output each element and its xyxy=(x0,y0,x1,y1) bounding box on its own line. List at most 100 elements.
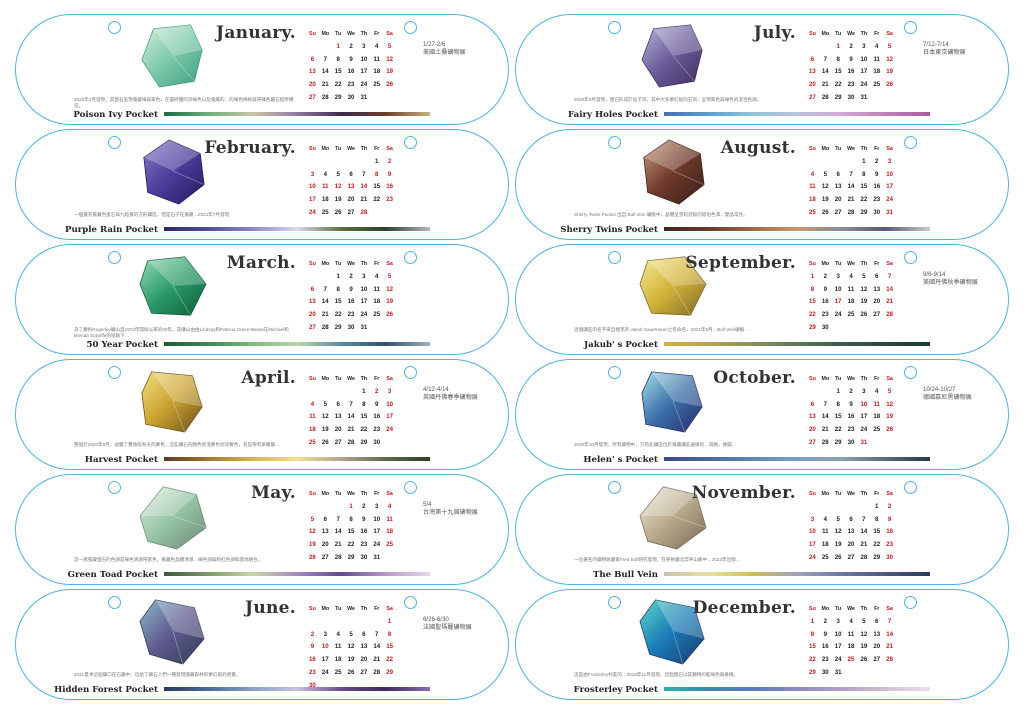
day-cell: 8 xyxy=(362,400,366,408)
day-cell: 16 xyxy=(386,183,393,191)
day-cell: 28 xyxy=(821,438,829,446)
day-cell: 30 xyxy=(360,553,368,561)
day-cell: 28 xyxy=(886,656,893,664)
day-cell: 4 xyxy=(849,617,853,625)
week-row: 4 5 6 7 8 9 10 xyxy=(306,399,396,412)
day-cell: 24 xyxy=(886,196,893,204)
pocket-name: The Bull Vein xyxy=(593,570,658,580)
day-cell: 23 xyxy=(360,541,368,549)
day-cell: 22 xyxy=(834,81,842,89)
day-cell: 27 xyxy=(347,208,355,216)
week-row: 8 9 10 11 12 13 14 xyxy=(806,629,896,642)
day-cell: 3 xyxy=(836,617,840,625)
month-card: August. Sherry Twins Pocket 出自 Bull Vein … xyxy=(515,129,1009,240)
day-cell xyxy=(319,616,332,629)
calendar-grid: Su Mo Tu We Th Fr Sa 1 2 3 4 5 6 7 8 9 10 11 12 13 14 15 16 17 1… xyxy=(306,488,396,565)
day-cell: 21 xyxy=(821,81,829,89)
day-cell xyxy=(306,616,319,629)
pocket-description: 2020年2月發現，其螢石呈現蒐藏綠與紫色，在最終鹽的深綠色以及蒐藏的…的綠色條… xyxy=(74,97,294,108)
day-cell: 8 xyxy=(349,515,353,523)
weekday-label: Su xyxy=(809,146,816,152)
pocket-name: 50 Year Pocket xyxy=(86,340,158,350)
day-cell: 12 xyxy=(821,183,829,191)
day-cell xyxy=(806,386,819,399)
color-gradient-bar xyxy=(164,572,430,576)
week-row: 18 19 20 21 22 23 24 xyxy=(806,194,896,207)
day-cell: 26 xyxy=(386,81,393,89)
day-cell xyxy=(306,41,319,54)
weekday-header-row: Su Mo Tu We Th Fr Sa xyxy=(806,488,896,501)
day-cell: 24 xyxy=(373,541,381,549)
day-cell: 27 xyxy=(309,323,316,331)
weekday-label: Sa xyxy=(386,146,393,152)
pocket-name: Green Toad Pocket xyxy=(67,570,158,580)
weekday-label: Tu xyxy=(835,491,842,497)
day-cell: 21 xyxy=(360,196,368,204)
day-cell: 4 xyxy=(823,515,827,523)
day-cell: 30 xyxy=(886,553,893,561)
day-cell: 14 xyxy=(886,630,893,638)
day-cell: 14 xyxy=(821,68,829,76)
day-cell xyxy=(319,271,332,284)
day-cell: 19 xyxy=(834,541,842,549)
day-cell: 27 xyxy=(360,668,368,676)
day-cell: 11 xyxy=(873,55,880,63)
day-cell: 21 xyxy=(886,643,893,651)
day-cell xyxy=(857,501,870,514)
day-cell: 3 xyxy=(362,272,366,280)
day-cell xyxy=(383,552,396,565)
weekday-label: Fr xyxy=(874,606,880,612)
weekday-label: Tu xyxy=(335,491,342,497)
weekday-label: We xyxy=(847,491,855,497)
day-cell: 30 xyxy=(373,438,381,446)
day-cell: 2 xyxy=(849,42,853,50)
day-cell: 21 xyxy=(334,541,342,549)
day-cell: 1 xyxy=(810,617,815,625)
day-cell: 3 xyxy=(862,42,866,50)
day-cell: 30 xyxy=(347,93,355,101)
day-cell: 7 xyxy=(887,617,892,625)
day-cell xyxy=(370,92,383,105)
day-cell: 16 xyxy=(347,68,355,76)
day-cell: 2 xyxy=(310,630,315,638)
day-cell: 19 xyxy=(386,298,393,306)
week-row: 17 18 19 20 21 22 23 xyxy=(306,194,396,207)
week-row: 6 7 8 9 10 11 12 xyxy=(806,399,896,412)
weekday-header-row: Su Mo Tu We Th Fr Sa xyxy=(306,28,396,41)
week-row: 22 23 24 25 26 27 28 xyxy=(806,654,896,667)
day-cell: 9 xyxy=(849,400,853,408)
day-cell: 15 xyxy=(334,68,342,76)
day-cell: 27 xyxy=(847,553,855,561)
week-row: 1 xyxy=(306,616,396,629)
week-row: 25 26 27 28 29 30 31 xyxy=(806,207,896,220)
day-cell: 25 xyxy=(847,656,855,664)
day-cell: 29 xyxy=(360,438,368,446)
day-cell xyxy=(845,156,858,169)
day-cell: 1 xyxy=(349,502,353,510)
day-cell: 4 xyxy=(849,272,853,280)
day-cell: 14 xyxy=(373,643,381,651)
day-cell: 9 xyxy=(875,170,879,178)
week-row: 11 12 13 14 15 16 17 xyxy=(306,411,396,424)
event-date: 1/27-2/6 xyxy=(423,41,446,48)
day-cell: 17 xyxy=(809,541,816,549)
day-cell: 9 xyxy=(349,55,353,63)
week-row: 13 14 15 16 17 18 19 xyxy=(306,66,396,79)
day-cell: 22 xyxy=(360,426,368,434)
day-cell: 4 xyxy=(323,170,327,178)
day-cell: 5 xyxy=(310,515,315,523)
weekday-label: Fr xyxy=(874,376,880,382)
weekday-label: Mo xyxy=(821,31,830,37)
day-cell: 21 xyxy=(847,196,855,204)
calendar-grid: Su Mo Tu We Th Fr Sa 1 2 3 4 5 6 7 8 9 10 11 12 13 14 15 16 17 1… xyxy=(806,28,896,105)
day-cell: 27 xyxy=(321,553,329,561)
calendar-grid: Su Mo Tu We Th Fr Sa 1 2 3 4 5 6 7 8 9 10 11 12 13 14 15 16 17 1… xyxy=(306,143,396,220)
day-cell: 9 xyxy=(349,285,353,293)
week-row: 29 30 31 xyxy=(806,667,896,680)
month-card: September. 這個礦區的名字來自捷克的 Jakub Sauermann之名… xyxy=(515,244,1009,355)
day-cell: 19 xyxy=(886,68,893,76)
weekday-label: Mo xyxy=(821,261,830,267)
day-cell: 3 xyxy=(362,42,366,50)
day-cell xyxy=(319,156,332,169)
